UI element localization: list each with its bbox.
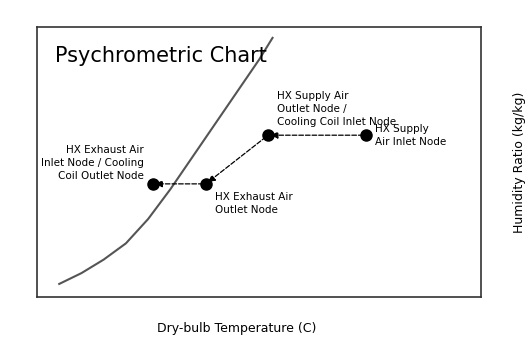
Text: Psychrometric Chart: Psychrometric Chart — [55, 46, 267, 66]
Text: HX Supply Air
Outlet Node /
Cooling Coil Inlet Node: HX Supply Air Outlet Node / Cooling Coil… — [277, 91, 396, 127]
Text: HX Exhaust Air
Inlet Node / Cooling
Coil Outlet Node: HX Exhaust Air Inlet Node / Cooling Coil… — [41, 145, 144, 181]
Text: Dry-bulb Temperature (C): Dry-bulb Temperature (C) — [157, 322, 317, 335]
Text: HX Supply
Air Inlet Node: HX Supply Air Inlet Node — [375, 124, 446, 147]
Text: HX Exhaust Air
Outlet Node: HX Exhaust Air Outlet Node — [215, 192, 293, 215]
Text: Humidity Ratio (kg/kg): Humidity Ratio (kg/kg) — [513, 92, 526, 233]
